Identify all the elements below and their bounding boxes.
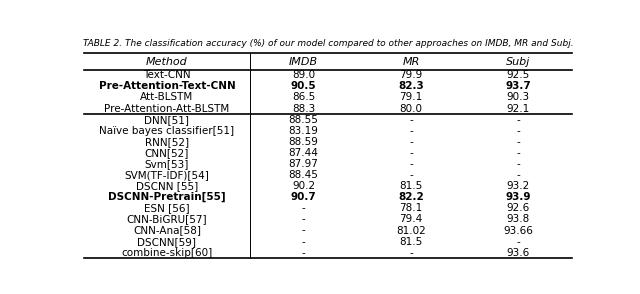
- Text: Subj: Subj: [506, 56, 531, 66]
- Text: -: -: [516, 170, 520, 180]
- Text: 87.44: 87.44: [289, 148, 319, 158]
- Text: RNN[52]: RNN[52]: [145, 137, 189, 147]
- Text: -: -: [516, 115, 520, 125]
- Text: -: -: [516, 126, 520, 136]
- Text: Svm[53]: Svm[53]: [145, 159, 189, 169]
- Text: 86.5: 86.5: [292, 92, 316, 102]
- Text: Text-CNN: Text-CNN: [143, 70, 191, 80]
- Text: DSCNN[59]: DSCNN[59]: [138, 237, 196, 247]
- Text: -: -: [516, 237, 520, 247]
- Text: 82.2: 82.2: [398, 192, 424, 202]
- Text: 93.7: 93.7: [506, 81, 531, 91]
- Text: combine-skip[60]: combine-skip[60]: [122, 248, 212, 258]
- Text: -: -: [409, 115, 413, 125]
- Text: Method: Method: [146, 56, 188, 66]
- Text: 81.5: 81.5: [399, 181, 422, 191]
- Text: 92.1: 92.1: [507, 103, 530, 113]
- Text: Pre-Attention-Att-BLSTM: Pre-Attention-Att-BLSTM: [104, 103, 230, 113]
- Text: 82.3: 82.3: [398, 81, 424, 91]
- Text: 88.3: 88.3: [292, 103, 316, 113]
- Text: 93.8: 93.8: [507, 214, 530, 224]
- Text: 87.97: 87.97: [289, 159, 319, 169]
- Text: -: -: [301, 248, 305, 258]
- Text: CNN-BiGRU[57]: CNN-BiGRU[57]: [127, 214, 207, 224]
- Text: ESN [56]: ESN [56]: [144, 203, 189, 213]
- Text: 93.2: 93.2: [507, 181, 530, 191]
- Text: 90.3: 90.3: [507, 92, 530, 102]
- Text: 81.02: 81.02: [396, 225, 426, 235]
- Text: 88.45: 88.45: [289, 170, 319, 180]
- Text: 93.9: 93.9: [506, 192, 531, 202]
- Text: Pre-Attention-Text-CNN: Pre-Attention-Text-CNN: [99, 81, 236, 91]
- Text: 83.19: 83.19: [289, 126, 319, 136]
- Text: MR: MR: [403, 56, 420, 66]
- Text: -: -: [409, 159, 413, 169]
- Text: 90.5: 90.5: [291, 81, 316, 91]
- Text: -: -: [516, 159, 520, 169]
- Text: 92.5: 92.5: [507, 70, 530, 80]
- Text: IMDB: IMDB: [289, 56, 318, 66]
- Text: TABLE 2. The classification accuracy (%) of our model compared to other approach: TABLE 2. The classification accuracy (%)…: [83, 39, 573, 48]
- Text: 81.5: 81.5: [399, 237, 422, 247]
- Text: -: -: [516, 137, 520, 147]
- Text: 89.0: 89.0: [292, 70, 315, 80]
- Text: -: -: [301, 214, 305, 224]
- Text: -: -: [409, 126, 413, 136]
- Text: Naïve bayes classifier[51]: Naïve bayes classifier[51]: [99, 126, 234, 136]
- Text: CNN-Ana[58]: CNN-Ana[58]: [133, 225, 201, 235]
- Text: -: -: [409, 170, 413, 180]
- Text: -: -: [301, 203, 305, 213]
- Text: -: -: [409, 148, 413, 158]
- Text: 90.7: 90.7: [291, 192, 316, 202]
- Text: -: -: [301, 225, 305, 235]
- Text: SVM(TF-IDF)[54]: SVM(TF-IDF)[54]: [125, 170, 209, 180]
- Text: 80.0: 80.0: [399, 103, 422, 113]
- Text: 90.2: 90.2: [292, 181, 315, 191]
- Text: 78.1: 78.1: [399, 203, 422, 213]
- Text: DNN[51]: DNN[51]: [145, 115, 189, 125]
- Text: -: -: [409, 248, 413, 258]
- Text: DSCNN-Pretrain[55]: DSCNN-Pretrain[55]: [108, 192, 226, 202]
- Text: 93.6: 93.6: [507, 248, 530, 258]
- Text: -: -: [301, 237, 305, 247]
- Text: 79.1: 79.1: [399, 92, 422, 102]
- Text: Att-BLSTM: Att-BLSTM: [140, 92, 193, 102]
- Text: 93.66: 93.66: [504, 225, 533, 235]
- Text: CNN[52]: CNN[52]: [145, 148, 189, 158]
- Text: 88.55: 88.55: [289, 115, 319, 125]
- Text: DSCNN [55]: DSCNN [55]: [136, 181, 198, 191]
- Text: 88.59: 88.59: [289, 137, 319, 147]
- Text: -: -: [409, 137, 413, 147]
- Text: 79.9: 79.9: [399, 70, 422, 80]
- Text: 79.4: 79.4: [399, 214, 422, 224]
- Text: -: -: [516, 148, 520, 158]
- Text: 92.6: 92.6: [507, 203, 530, 213]
